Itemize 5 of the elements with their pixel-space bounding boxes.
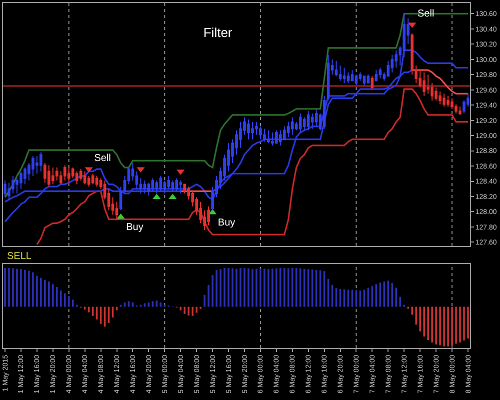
data-label: Sell (94, 153, 111, 164)
text: Filter (203, 24, 233, 40)
data-label: Buy (218, 217, 236, 228)
data-label: Sell (417, 8, 434, 20)
data-label: Buy (126, 222, 144, 233)
